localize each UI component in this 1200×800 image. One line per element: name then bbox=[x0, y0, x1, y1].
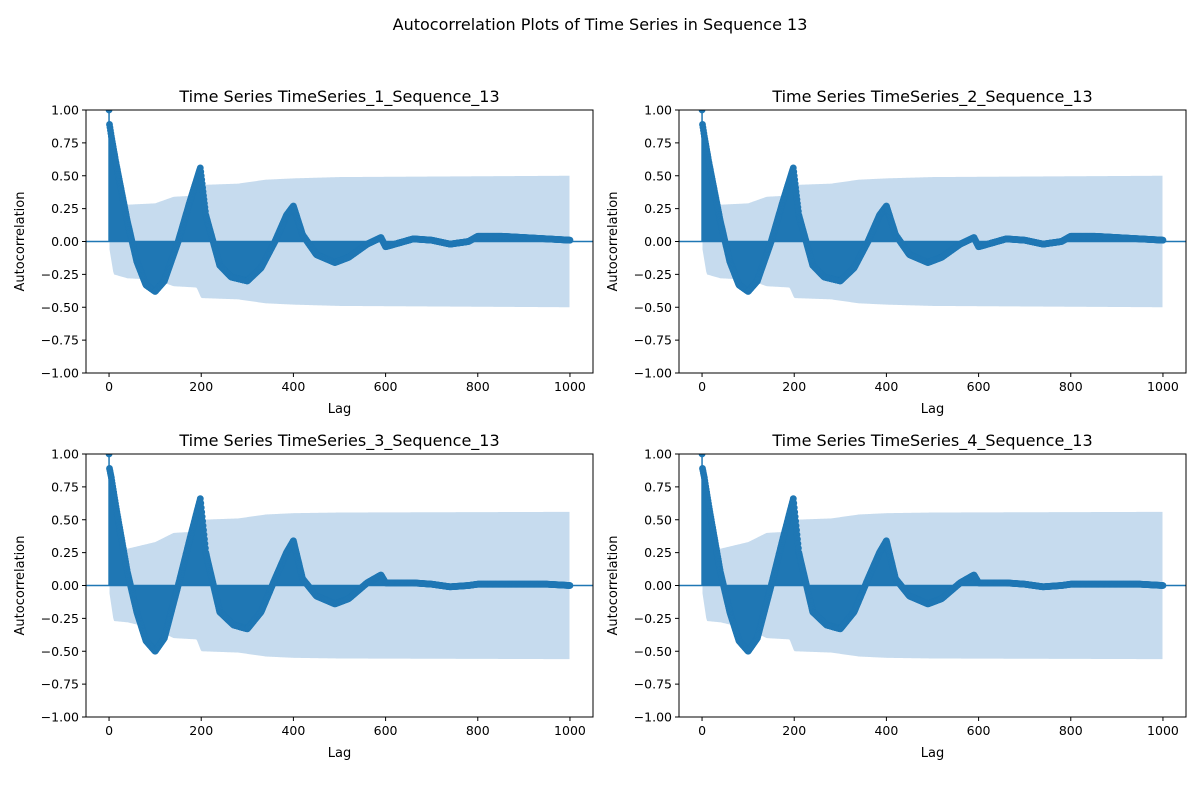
x-tick-label: 400 bbox=[281, 723, 305, 738]
subplot-title: Time Series TimeSeries_2_Sequence_13 bbox=[771, 87, 1092, 107]
acf-point bbox=[698, 110, 706, 114]
plot-area bbox=[86, 454, 593, 660]
y-tick-label: 0.50 bbox=[644, 512, 672, 527]
subplot-title: Time Series TimeSeries_1_Sequence_13 bbox=[178, 87, 499, 107]
y-tick-label: −0.75 bbox=[41, 333, 79, 348]
y-tick-label: 0.75 bbox=[51, 479, 79, 494]
x-tick-label: 800 bbox=[1059, 723, 1083, 738]
x-axis-label: Lag bbox=[328, 746, 351, 761]
x-tick-label: 200 bbox=[189, 379, 213, 394]
x-tick-label: 0 bbox=[105, 379, 113, 394]
y-tick-label: 0.50 bbox=[644, 168, 672, 183]
x-tick-label: 1000 bbox=[1147, 723, 1179, 738]
y-tick-label: 0.75 bbox=[51, 135, 79, 150]
y-tick-label: 0.50 bbox=[51, 512, 79, 527]
x-tick-label: 200 bbox=[782, 723, 806, 738]
y-tick-label: 0.25 bbox=[51, 545, 79, 560]
y-tick-label: −0.50 bbox=[634, 300, 672, 315]
plot-area bbox=[679, 454, 1186, 660]
x-tick-label: 0 bbox=[698, 379, 706, 394]
y-tick-label: 0.50 bbox=[51, 168, 79, 183]
x-tick-label: 800 bbox=[466, 723, 490, 738]
x-tick-label: 200 bbox=[782, 379, 806, 394]
y-tick-label: −1.00 bbox=[41, 366, 79, 381]
y-tick-label: 0.75 bbox=[644, 135, 672, 150]
acf-markers bbox=[698, 454, 1167, 655]
x-axis-label: Lag bbox=[328, 402, 351, 417]
y-tick-label: −0.75 bbox=[634, 333, 672, 348]
x-tick-label: 600 bbox=[967, 379, 991, 394]
x-tick-label: 400 bbox=[281, 379, 305, 394]
y-axis-label: Autocorrelation bbox=[13, 192, 28, 292]
acf-subplot-4: 0 200 400 600 800 1000 −1.00 −0.75 −0.50 −0.25 0.0… bbox=[606, 431, 1187, 761]
y-tick-label: 0.25 bbox=[644, 545, 672, 560]
y-axis-label: Autocorrelation bbox=[606, 192, 621, 292]
acf-point bbox=[105, 110, 113, 114]
y-tick-label: −1.00 bbox=[634, 710, 672, 725]
y-tick-label: −0.25 bbox=[41, 611, 79, 626]
y-tick-label: −0.50 bbox=[634, 644, 672, 659]
y-tick-label: 1.00 bbox=[51, 103, 79, 118]
y-tick-label: 0.00 bbox=[644, 578, 672, 593]
y-tick-label: −0.75 bbox=[41, 677, 79, 692]
y-tick-label: 0.75 bbox=[644, 479, 672, 494]
x-tick-label: 200 bbox=[189, 723, 213, 738]
figure-title: Autocorrelation Plots of Time Series in … bbox=[393, 15, 808, 34]
x-tick-label: 1000 bbox=[1147, 379, 1179, 394]
acf-subplot-3: 0 200 400 600 800 1000 −1.00 −0.75 −0.50 −0.25 0.0… bbox=[13, 431, 594, 761]
x-tick-label: 600 bbox=[374, 723, 398, 738]
y-axis-label: Autocorrelation bbox=[606, 536, 621, 636]
x-axis-label: Lag bbox=[921, 402, 944, 417]
y-tick-label: 1.00 bbox=[51, 447, 79, 462]
y-tick-label: 1.00 bbox=[644, 447, 672, 462]
y-tick-label: −0.25 bbox=[634, 611, 672, 626]
subplot-title: Time Series TimeSeries_4_Sequence_13 bbox=[771, 431, 1092, 451]
x-tick-label: 1000 bbox=[554, 723, 586, 738]
y-tick-label: 0.00 bbox=[51, 234, 79, 249]
y-axis-label: Autocorrelation bbox=[13, 536, 28, 636]
subplot-title: Time Series TimeSeries_3_Sequence_13 bbox=[178, 431, 499, 451]
x-tick-label: 1000 bbox=[554, 379, 586, 394]
acf-point bbox=[566, 236, 574, 244]
subplot-grid: 0 200 400 600 800 1000 −1.00 −0.75 −0.50 −0.25 0.0… bbox=[13, 87, 1187, 761]
x-tick-label: 800 bbox=[466, 379, 490, 394]
y-tick-label: −1.00 bbox=[634, 366, 672, 381]
plot-area bbox=[679, 110, 1186, 308]
y-tick-label: 1.00 bbox=[644, 103, 672, 118]
x-tick-label: 400 bbox=[874, 379, 898, 394]
acf-point bbox=[105, 454, 113, 458]
y-tick-label: −0.75 bbox=[634, 677, 672, 692]
y-tick-label: −0.50 bbox=[41, 300, 79, 315]
x-tick-label: 400 bbox=[874, 723, 898, 738]
y-tick-label: −1.00 bbox=[41, 710, 79, 725]
acf-point bbox=[698, 454, 706, 458]
plot-area bbox=[86, 110, 593, 308]
y-tick-label: 0.25 bbox=[644, 201, 672, 216]
x-tick-label: 0 bbox=[698, 723, 706, 738]
acf-subplot-2: 0 200 400 600 800 1000 −1.00 −0.75 −0.50 −0.25 0.0… bbox=[606, 87, 1187, 417]
y-tick-label: 0.00 bbox=[644, 234, 672, 249]
x-tick-label: 600 bbox=[967, 723, 991, 738]
acf-subplot-1: 0 200 400 600 800 1000 −1.00 −0.75 −0.50 −0.25 0.0… bbox=[13, 87, 594, 417]
y-tick-label: −0.50 bbox=[41, 644, 79, 659]
acf-point bbox=[1159, 236, 1167, 244]
x-tick-label: 800 bbox=[1059, 379, 1083, 394]
x-axis-label: Lag bbox=[921, 746, 944, 761]
y-tick-label: −0.25 bbox=[634, 267, 672, 282]
y-tick-label: 0.25 bbox=[51, 201, 79, 216]
y-tick-label: 0.00 bbox=[51, 578, 79, 593]
x-tick-label: 0 bbox=[105, 723, 113, 738]
y-tick-label: −0.25 bbox=[41, 267, 79, 282]
x-tick-label: 600 bbox=[374, 379, 398, 394]
